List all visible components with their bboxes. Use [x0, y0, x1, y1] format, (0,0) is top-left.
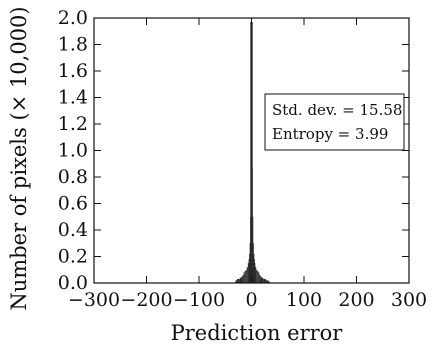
x-tick-label: 0: [245, 289, 257, 311]
x-tick-label: 100: [286, 289, 322, 311]
histogram-bar: [239, 277, 242, 283]
std-dev-annotation: Std. dev. = 15.58: [272, 101, 402, 119]
histogram-bar: [254, 263, 256, 283]
histogram-bar: [243, 272, 245, 283]
y-tick-label: 1.0: [58, 140, 88, 162]
histogram-bar: [259, 275, 261, 283]
x-tick-label: −100: [173, 289, 225, 311]
histogram-bar: [253, 259, 255, 283]
x-tick-label: 200: [338, 289, 374, 311]
histogram-bar: [258, 272, 260, 283]
histogram-bar: [252, 216, 254, 283]
stats-annotation-frame: [264, 93, 405, 151]
histogram-bar: [252, 243, 254, 283]
x-tick-label: −300: [68, 289, 120, 311]
entropy-annotation: Entropy = 3.99: [272, 125, 388, 143]
histogram-bar: [241, 276, 243, 283]
histogram-bar: [253, 253, 255, 283]
y-tick-label: 1.8: [58, 34, 88, 56]
y-tick-label: 0.8: [58, 166, 88, 188]
histogram-bar: [268, 281, 271, 283]
y-tick-label: 0.4: [58, 219, 88, 241]
y-tick-label: 0.0: [58, 272, 88, 294]
y-tick-label: 1.2: [58, 113, 88, 135]
y-tick-label: 2.0: [58, 7, 88, 29]
x-tick-label: −200: [120, 289, 172, 311]
histogram-bar: [257, 271, 259, 283]
histogram-bar: [248, 259, 250, 283]
histogram-bar: [242, 275, 244, 283]
histogram-bar: [261, 277, 264, 283]
y-tick-label: 0.2: [58, 246, 88, 268]
y-axis-title: Number of pixels (× 10,000): [7, 6, 31, 310]
histogram-bar: [251, 167, 253, 283]
histogram-bar: [246, 267, 248, 283]
x-tick-label: 300: [391, 289, 427, 311]
histogram-bar: [245, 269, 247, 283]
histogram-bar: [255, 267, 257, 283]
x-axis-title: Prediction error: [171, 321, 344, 345]
histogram-bar: [244, 271, 246, 283]
histogram-bar: [249, 253, 251, 283]
y-tick-label: 1.4: [58, 87, 88, 109]
stats-annotation-box: Std. dev. = 15.58 Entropy = 3.99: [264, 93, 405, 151]
histogram-bar: [237, 279, 240, 283]
histogram-bar: [263, 279, 266, 283]
y-tick-label: 0.6: [58, 193, 88, 215]
histogram-bar: [260, 276, 262, 283]
histogram-bar: [256, 269, 258, 283]
histogram-bar: [265, 280, 269, 283]
histogram-bar: [249, 243, 251, 283]
histogram-bar: [250, 21, 253, 283]
y-tick-label: 1.6: [58, 60, 88, 82]
histogram-bar: [247, 263, 249, 283]
histogram-bar: [235, 280, 238, 283]
